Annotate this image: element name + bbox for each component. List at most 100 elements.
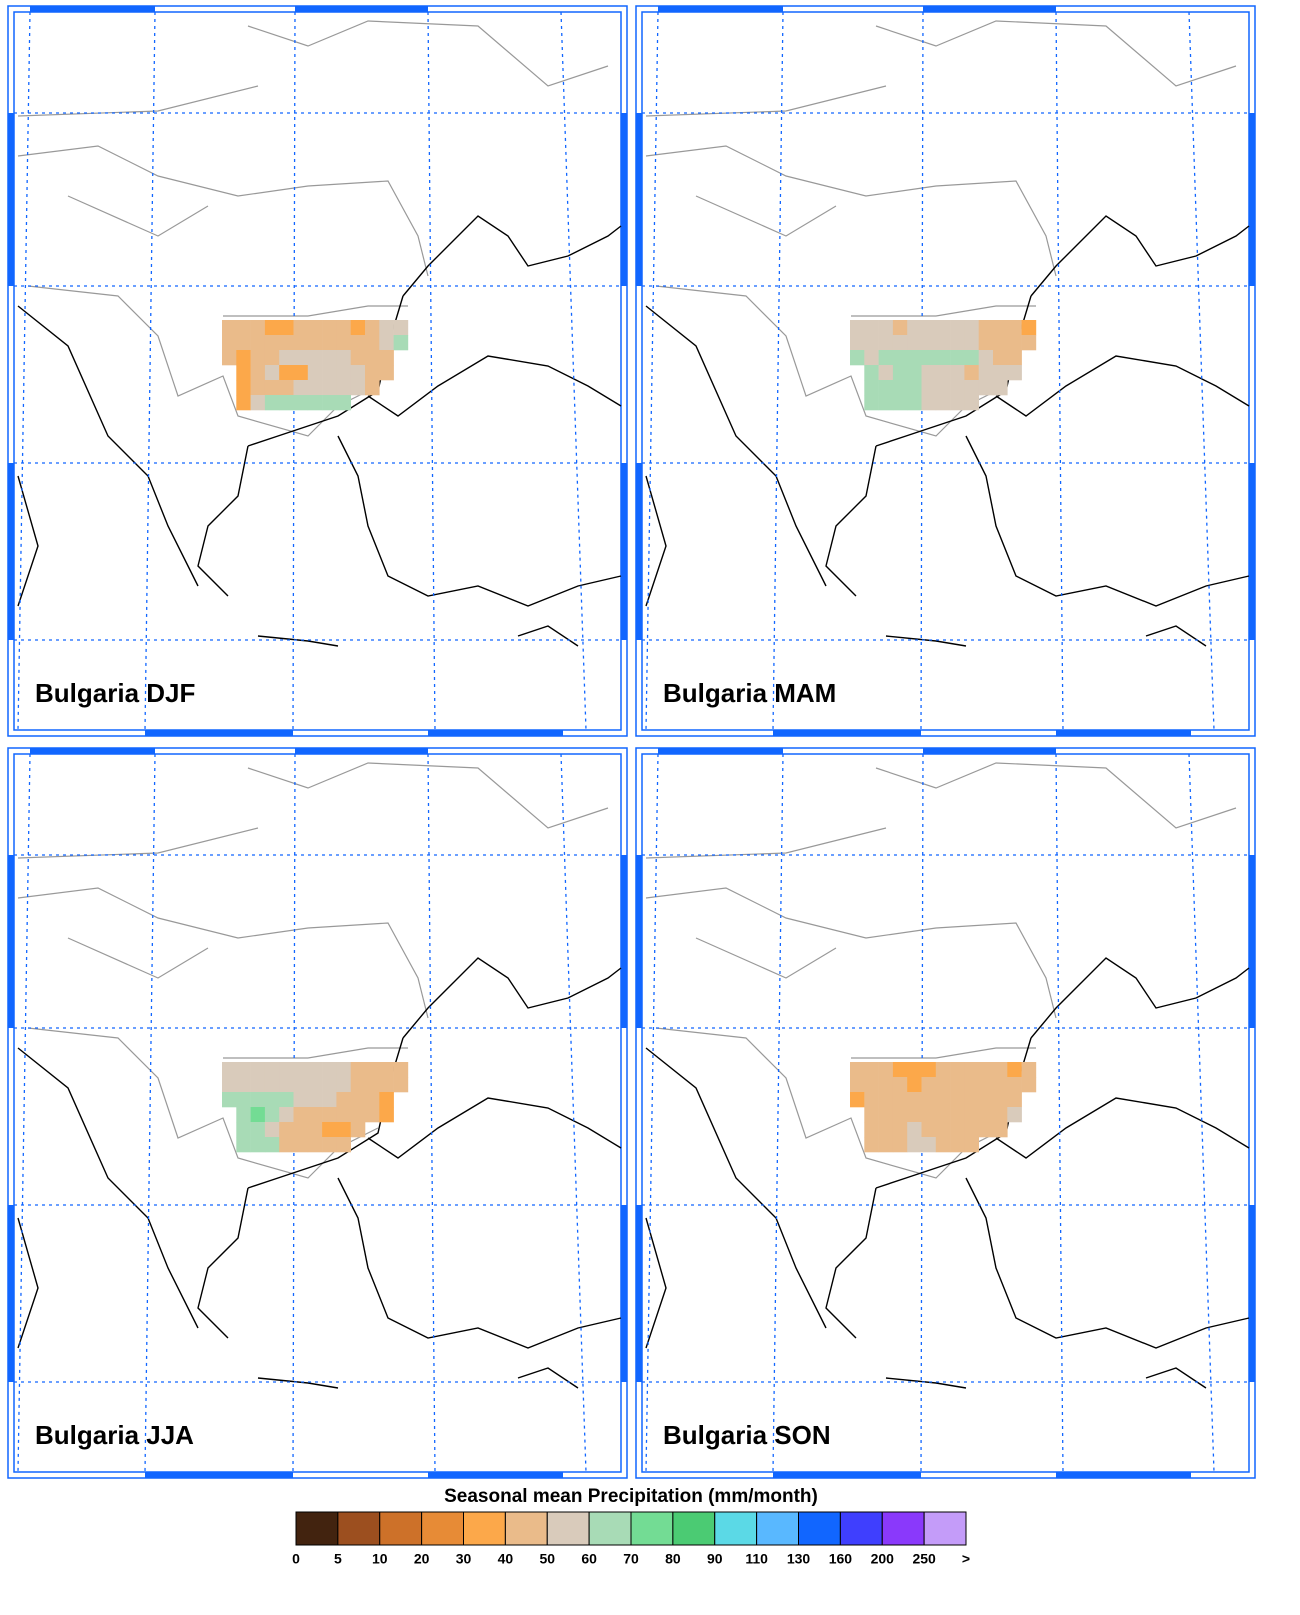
grid-cell bbox=[279, 1107, 294, 1123]
map-panel: Bulgaria MAM bbox=[635, 5, 1256, 737]
grid-cell bbox=[236, 1092, 251, 1108]
grid-cell bbox=[978, 1122, 994, 1138]
grid-cell bbox=[307, 1077, 323, 1093]
grid-cell bbox=[864, 1092, 879, 1108]
colorbar-box bbox=[379, 1511, 423, 1546]
grid-cell bbox=[365, 1092, 380, 1108]
grid-cell bbox=[993, 1107, 1008, 1123]
grid-cell bbox=[892, 1137, 908, 1153]
grid-cell bbox=[978, 335, 994, 351]
grid-cell bbox=[336, 380, 351, 396]
grid-cell bbox=[935, 365, 951, 381]
map-panel: Bulgaria SON bbox=[635, 747, 1256, 1479]
grid-cell bbox=[864, 395, 879, 411]
grid-cell bbox=[964, 1107, 979, 1123]
grid-cell bbox=[978, 320, 994, 336]
grid-cell bbox=[350, 320, 366, 336]
grid-cell bbox=[322, 395, 337, 411]
grid-cell bbox=[850, 335, 865, 351]
grid-cell bbox=[293, 1062, 309, 1078]
grid-cell bbox=[921, 395, 937, 411]
colorbar-label: 0 bbox=[292, 1551, 300, 1567]
grid-cell bbox=[864, 335, 879, 351]
grid-cell bbox=[964, 320, 979, 336]
colorbar-label: 160 bbox=[829, 1551, 853, 1567]
grid-cell bbox=[322, 1062, 337, 1078]
grid-cell bbox=[964, 380, 979, 396]
grid-cell bbox=[379, 335, 394, 351]
grid-cell bbox=[379, 1062, 394, 1078]
colorbar-box bbox=[463, 1511, 506, 1546]
grid-cell bbox=[322, 1092, 337, 1108]
colorbar-label: > bbox=[962, 1551, 970, 1567]
grid-cell bbox=[322, 365, 337, 381]
grid-cell bbox=[921, 1137, 937, 1153]
grid-cell bbox=[864, 350, 879, 366]
grid-cell bbox=[279, 335, 294, 351]
grid-cell bbox=[892, 320, 908, 336]
grid-cell bbox=[336, 1077, 351, 1093]
grid-cell bbox=[293, 1077, 309, 1093]
grid-cell bbox=[921, 1122, 937, 1138]
grid-cell bbox=[264, 1107, 280, 1123]
grid-cell bbox=[264, 380, 280, 396]
grid-cell bbox=[892, 1062, 908, 1078]
grid-cell bbox=[907, 1122, 922, 1138]
grid-cell bbox=[892, 365, 908, 381]
colorbar-box bbox=[923, 1511, 967, 1546]
grid-cell bbox=[307, 350, 323, 366]
grid-cell bbox=[264, 395, 280, 411]
grid-cell bbox=[878, 1137, 894, 1153]
grid-cell bbox=[279, 1137, 294, 1153]
grid-cell bbox=[250, 1092, 266, 1108]
grid-cell bbox=[379, 365, 394, 381]
map-panel: Bulgaria DJF bbox=[7, 5, 628, 737]
colorbar-box bbox=[881, 1511, 925, 1546]
grid-cell bbox=[950, 395, 965, 411]
grid-cell bbox=[1007, 335, 1022, 351]
grid-cell bbox=[892, 1077, 908, 1093]
grid-cell bbox=[322, 1137, 337, 1153]
grid-cell bbox=[307, 365, 323, 381]
grid-cell bbox=[350, 1092, 366, 1108]
grid-cell bbox=[336, 1062, 351, 1078]
grid-cell bbox=[964, 1077, 979, 1093]
grid-cell bbox=[878, 365, 894, 381]
grid-cell bbox=[950, 1092, 965, 1108]
grid-cell bbox=[907, 1077, 922, 1093]
grid-cell bbox=[279, 1092, 294, 1108]
grid-cell bbox=[978, 350, 994, 366]
grid-cell bbox=[264, 335, 280, 351]
panels: Bulgaria DJF Bulgaria MAM Bulgaria JJA Bulg… bbox=[7, 5, 1256, 1479]
grid-cell bbox=[921, 1077, 937, 1093]
grid-cell bbox=[907, 1107, 922, 1123]
grid-cell bbox=[921, 1062, 937, 1078]
grid-cell bbox=[350, 1107, 366, 1123]
grid-cell bbox=[850, 1092, 865, 1108]
grid-cell bbox=[978, 380, 994, 396]
colorbar-label: 110 bbox=[745, 1551, 768, 1567]
grid-cell bbox=[236, 1062, 251, 1078]
grid-cell bbox=[964, 1062, 979, 1078]
grid-cell bbox=[950, 335, 965, 351]
grid-cell bbox=[878, 1107, 894, 1123]
grid-cell bbox=[864, 1077, 879, 1093]
grid-cell bbox=[978, 365, 994, 381]
grid-cell bbox=[1021, 1077, 1037, 1093]
grid-cell bbox=[322, 1122, 337, 1138]
grid-cell bbox=[935, 1137, 951, 1153]
grid-cell bbox=[279, 1062, 294, 1078]
grid-cell bbox=[850, 320, 865, 336]
colorbar-box bbox=[504, 1511, 548, 1546]
grid-cell bbox=[921, 1092, 937, 1108]
grid-cell bbox=[322, 320, 337, 336]
grid-cell bbox=[993, 320, 1008, 336]
grid-cell bbox=[964, 365, 979, 381]
grid-cell bbox=[264, 1092, 280, 1108]
colorbar-box bbox=[421, 1511, 464, 1546]
colorbar-label: 30 bbox=[456, 1551, 472, 1567]
grid-cell bbox=[1007, 1092, 1022, 1108]
grid-cell bbox=[935, 1122, 951, 1138]
grid-cell bbox=[1007, 365, 1022, 381]
